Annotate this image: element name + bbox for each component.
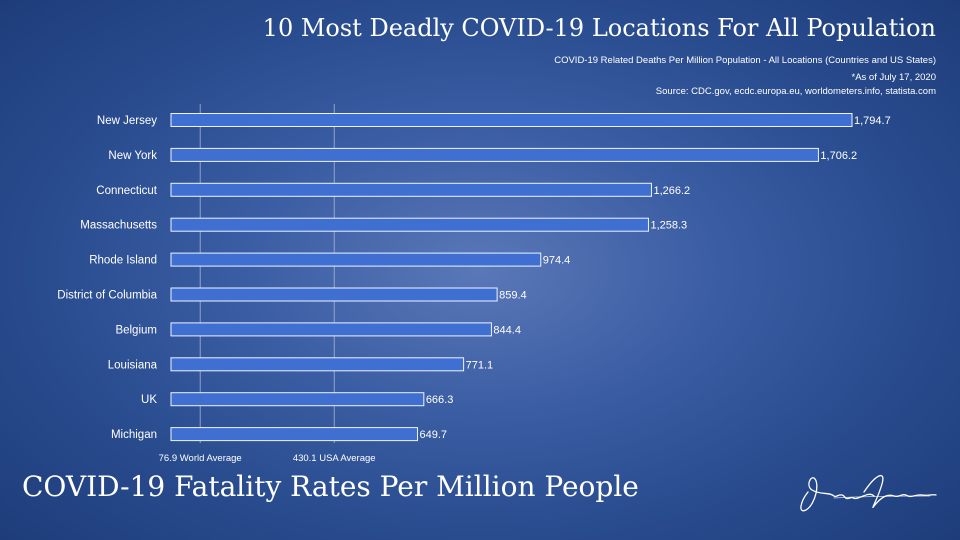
category-label: UK	[141, 394, 157, 406]
value-label: 844.4	[493, 324, 521, 336]
bar	[170, 113, 853, 127]
value-label: 649.7	[420, 429, 448, 441]
value-label: 1,266.2	[653, 185, 690, 197]
category-label: New York	[108, 150, 157, 162]
footer-title: COVID-19 Fatality Rates Per Million Peop…	[22, 470, 639, 503]
value-label: 1,794.7	[854, 115, 891, 127]
bar	[170, 182, 652, 197]
value-label: 771.1	[466, 359, 494, 371]
value-label: 666.3	[426, 394, 454, 406]
bar	[170, 427, 419, 442]
value-label: 1,258.3	[650, 220, 687, 232]
category-label: Louisiana	[108, 359, 158, 371]
value-label: 974.4	[543, 255, 571, 267]
bar	[170, 217, 649, 232]
bar	[170, 322, 492, 337]
signature-image	[800, 474, 937, 512]
bar	[170, 392, 425, 407]
bar	[170, 287, 498, 302]
category-label: Belgium	[115, 324, 157, 336]
bar	[170, 357, 465, 372]
category-label: District of Columbia	[57, 290, 157, 302]
reference-line-label: 430.1 USA Average	[293, 453, 376, 464]
as-of-date: *As of July 17, 2020	[851, 72, 937, 83]
value-label: 1,706.2	[820, 150, 857, 162]
category-label: Connecticut	[96, 185, 158, 197]
page-title: 10 Most Deadly COVID-19 Locations For Al…	[262, 14, 936, 42]
chart-subtitle: COVID-19 Related Deaths Per Million Popu…	[554, 55, 936, 66]
reference-line-label: 76.9 World Average	[159, 453, 242, 464]
bar	[170, 147, 819, 162]
value-label: 859.4	[499, 290, 527, 302]
category-label: Rhode Island	[89, 255, 157, 267]
category-label: Michigan	[111, 429, 157, 441]
bar	[170, 252, 542, 267]
source-note: Source: CDC.gov, ecdc.europa.eu, worldom…	[655, 86, 936, 97]
category-label: New Jersey	[97, 115, 157, 127]
category-label: Massachusetts	[80, 220, 157, 232]
